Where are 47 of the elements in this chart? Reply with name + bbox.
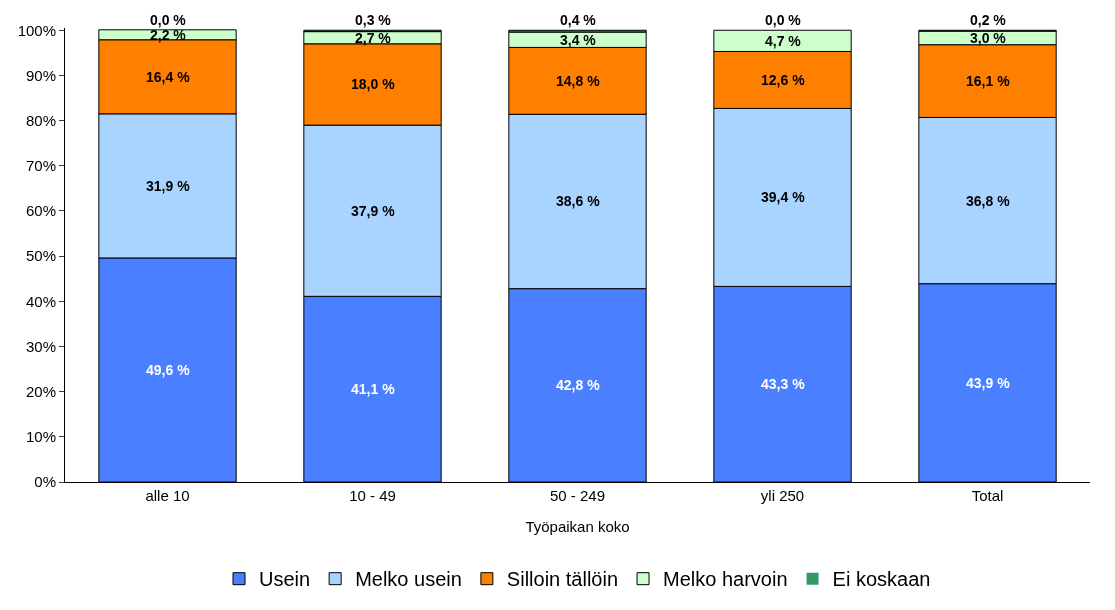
- data-label: 42,8 %: [556, 377, 601, 393]
- x-tick-label: yli 250: [760, 487, 805, 504]
- data-label: 49,6 %: [146, 362, 191, 378]
- data-label: 31,9 %: [146, 178, 191, 194]
- data-label: 41,1 %: [351, 381, 396, 397]
- y-tick-label: 40%: [25, 292, 56, 310]
- legend-label: Silloin tällöin: [506, 568, 619, 591]
- data-label: 0,4 %: [560, 12, 597, 28]
- legend-label: Melko harvoin: [663, 568, 788, 591]
- legend-label: Ei koskaan: [832, 568, 931, 591]
- y-tick-label: 0%: [34, 473, 56, 491]
- data-label: 36,8 %: [966, 193, 1011, 209]
- y-tick-label: 90%: [25, 66, 56, 84]
- y-tick-label: 60%: [25, 202, 56, 220]
- data-label: 37,9 %: [351, 203, 396, 219]
- data-label: 0,0 %: [150, 12, 187, 28]
- x-tick-label: Total: [971, 487, 1004, 504]
- x-tick-label: 50 - 249: [549, 487, 606, 504]
- data-label: 16,4 %: [146, 69, 191, 85]
- data-label: 14,8 %: [556, 73, 601, 89]
- y-tick-label: 30%: [25, 337, 56, 355]
- y-tick-label: 10%: [25, 428, 56, 446]
- data-label: 4,7 %: [765, 33, 802, 49]
- y-tick-label: 80%: [25, 111, 56, 129]
- x-axis-title: Työpaikan koko: [525, 518, 630, 535]
- data-label: 2,2 %: [150, 27, 187, 43]
- y-tick-label: 20%: [25, 382, 56, 400]
- data-label: 3,4 %: [560, 32, 597, 48]
- legend-label: Melko usein: [355, 568, 462, 591]
- x-tick-label: alle 10: [145, 487, 190, 504]
- y-tick-label: 50%: [25, 247, 56, 265]
- y-tick-label: 70%: [25, 157, 56, 175]
- legend-label: Usein: [259, 568, 311, 591]
- data-label: 18,0 %: [351, 76, 396, 92]
- data-label: 39,4 %: [761, 189, 806, 205]
- data-label: 43,9 %: [966, 375, 1011, 391]
- x-tick-label: 10 - 49: [349, 487, 396, 504]
- data-label: 0,0 %: [765, 12, 802, 28]
- data-label: 38,6 %: [556, 193, 601, 209]
- data-label: 0,2 %: [970, 12, 1007, 28]
- data-label: 3,0 %: [970, 30, 1007, 46]
- data-label: 12,6 %: [761, 72, 806, 88]
- data-label: 16,1 %: [966, 73, 1011, 89]
- y-tick-label: 100%: [17, 21, 56, 39]
- data-label: 0,3 %: [355, 12, 392, 28]
- data-label: 43,3 %: [761, 376, 806, 392]
- data-label: 2,7 %: [355, 30, 392, 46]
